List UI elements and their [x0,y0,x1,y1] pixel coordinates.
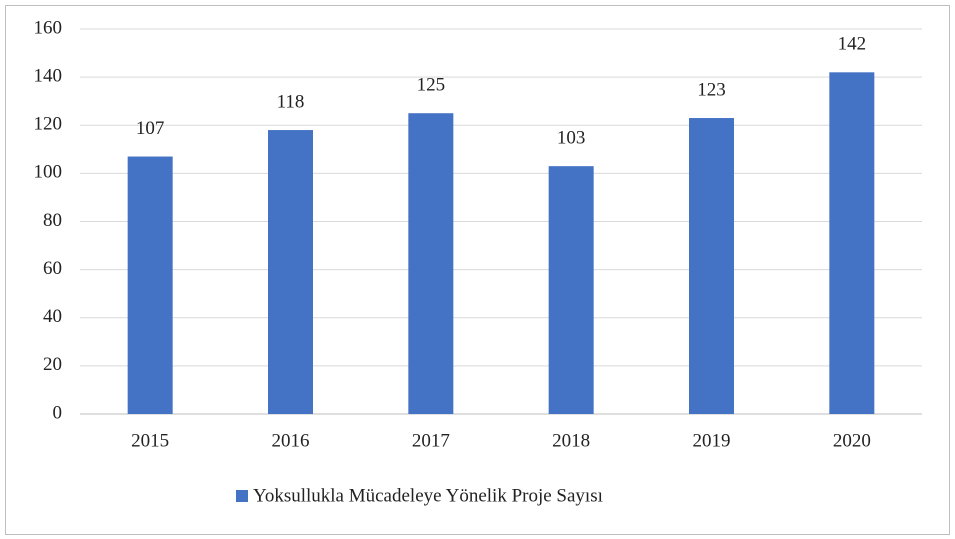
y-tick-label: 100 [34,162,63,183]
x-tick-label: 2017 [412,430,450,451]
x-tick-label: 2019 [693,430,731,451]
y-tick-label: 80 [43,210,62,231]
data-label: 125 [417,75,446,96]
y-tick-label: 0 [53,402,63,423]
y-tick-label: 120 [34,114,63,135]
bar [268,130,313,414]
y-tick-label: 140 [34,65,63,86]
data-label: 123 [697,79,726,100]
x-tick-label: 2016 [272,430,310,451]
x-tick-label: 2015 [131,430,169,451]
bar [548,166,594,414]
x-tick-label: 2018 [552,430,590,451]
bar [829,72,875,414]
data-label: 118 [277,91,305,112]
data-label: 107 [136,118,165,139]
data-label: 142 [838,34,867,55]
bar [689,118,734,414]
y-tick-label: 40 [43,306,62,327]
bar [408,113,454,414]
data-label: 103 [557,128,586,149]
y-tick-label: 20 [43,354,62,375]
x-tick-label: 2020 [833,430,871,451]
legend-label: Yoksullukla Mücadeleye Yönelik Proje Say… [253,485,603,506]
y-tick-label: 160 [34,17,63,38]
legend-swatch [236,490,248,502]
bar [127,156,173,414]
y-tick-label: 60 [43,258,62,279]
